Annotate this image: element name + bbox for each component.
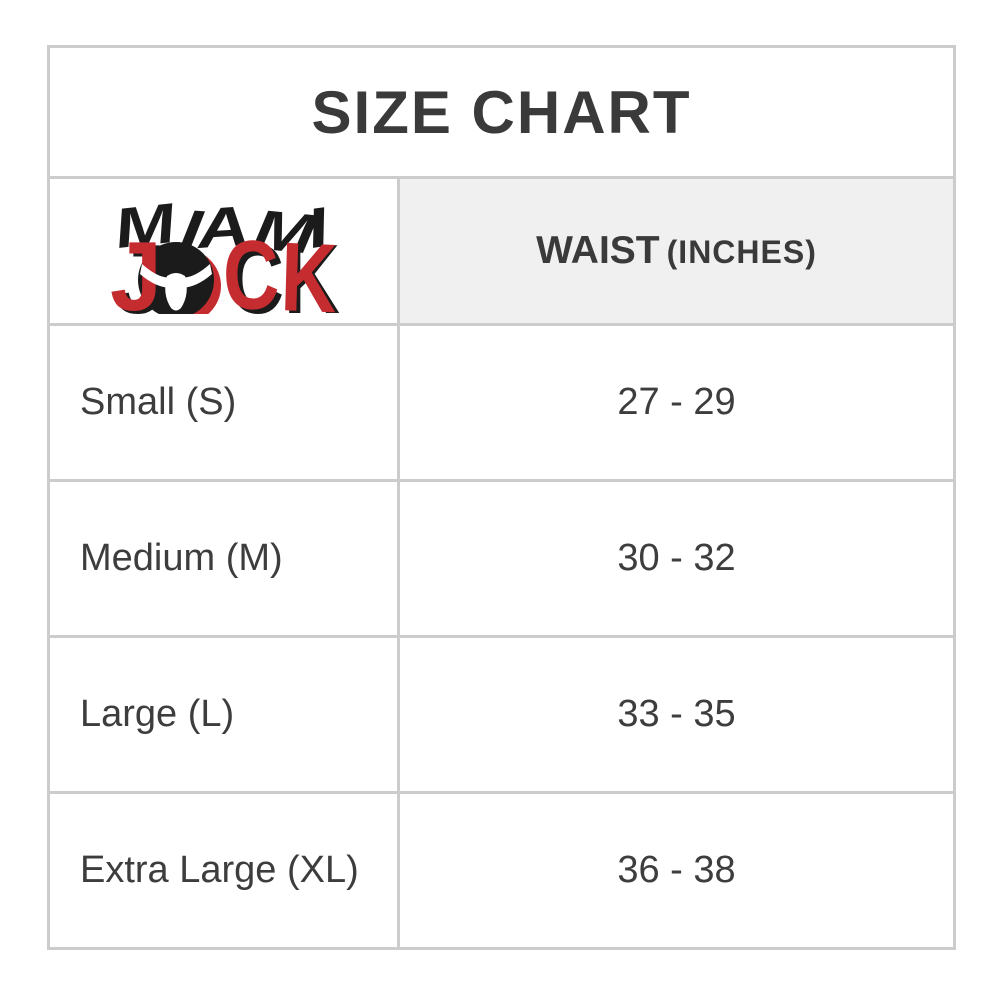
jockstrap-icon bbox=[139, 264, 212, 311]
miami-jock-logo: MIAMI J CK J CK bbox=[110, 189, 340, 314]
size-label: Medium (M) bbox=[47, 479, 400, 638]
size-row-medium: Medium (M) 30 - 32 bbox=[47, 479, 956, 638]
logo-text-ck-shadow: CK bbox=[228, 224, 340, 314]
title-row: SIZE CHART bbox=[47, 45, 956, 179]
logo-letter-j: J bbox=[110, 221, 162, 314]
size-label: Large (L) bbox=[47, 635, 400, 794]
waist-value: 36 - 38 bbox=[397, 791, 956, 950]
waist-column-header: WAIST (INCHES) bbox=[397, 176, 956, 326]
waist-value: 33 - 35 bbox=[397, 635, 956, 794]
waist-header-label: WAIST bbox=[536, 229, 660, 272]
size-row-extra-large: Extra Large (XL) 36 - 38 bbox=[47, 791, 956, 950]
size-label: Extra Large (XL) bbox=[47, 791, 400, 950]
size-row-small: Small (S) 27 - 29 bbox=[47, 323, 956, 482]
size-row-large: Large (L) 33 - 35 bbox=[47, 635, 956, 794]
size-label: Small (S) bbox=[47, 323, 400, 482]
page-title: SIZE CHART bbox=[47, 45, 956, 179]
waist-header-unit: (INCHES) bbox=[666, 234, 817, 270]
header-row: MIAMI J CK J CK bbox=[47, 176, 956, 326]
size-chart-table: SIZE CHART MIAMI J CK J bbox=[47, 45, 956, 950]
brand-logo-cell: MIAMI J CK J CK bbox=[47, 176, 400, 326]
waist-value: 27 - 29 bbox=[397, 323, 956, 482]
waist-value: 30 - 32 bbox=[397, 479, 956, 638]
